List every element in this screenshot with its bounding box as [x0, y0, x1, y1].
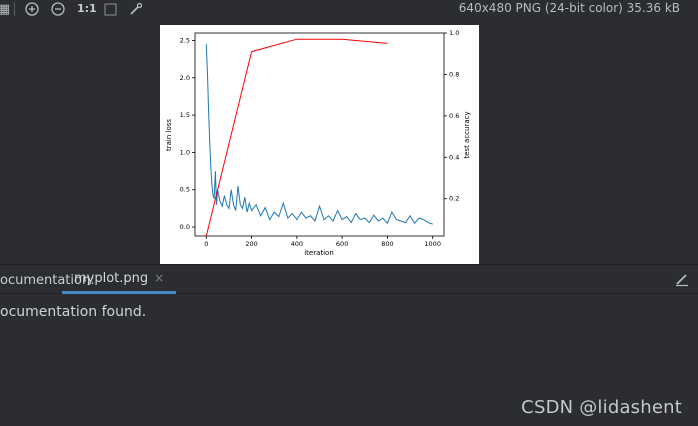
- y-left-axis-label: train loss: [165, 119, 173, 151]
- close-icon[interactable]: ×: [154, 271, 165, 285]
- y-right-axis-label: test accuracy: [463, 111, 471, 158]
- documentation-panel: ocumentation found. CSDN @lidashent: [0, 294, 698, 426]
- image-info: 640x480 PNG (24-bit color) 35.36 kB: [458, 1, 680, 15]
- color-picker-icon[interactable]: [128, 1, 144, 17]
- y-left-tick-label: 1.5: [180, 111, 190, 119]
- y-right-tick-label: 0.2: [449, 195, 459, 203]
- y-left-tick-label: 0.5: [180, 186, 190, 194]
- test-accuracy-line: [205, 38, 388, 237]
- grid-icon[interactable]: ▦: [0, 1, 11, 17]
- documentation-tabbar: ocumentation: myplot.png ×: [0, 265, 698, 294]
- x-tick-label: 1000: [424, 240, 441, 248]
- image-viewer: 0 200 400 600 800 1000 0.0 0.5 1.0 1.5 2.0 2.5 0.2 0.…: [0, 18, 698, 264]
- documentation-message: ocumentation found.: [0, 304, 147, 320]
- x-tick-label: 600: [336, 240, 348, 248]
- y-left-tick-label: 2.0: [180, 74, 190, 82]
- chart-svg: 0 200 400 600 800 1000 0.0 0.5 1.0 1.5 2.0 2.5 0.2 0.…: [165, 29, 471, 257]
- watermark: CSDN @lidashent: [521, 397, 682, 418]
- tab-myplot[interactable]: myplot.png ×: [62, 265, 177, 294]
- panel-divider: [0, 264, 698, 265]
- x-tick-label: 400: [291, 240, 303, 248]
- y-right-tick-label: 0.4: [449, 153, 459, 161]
- x-tick-label: 200: [245, 240, 257, 248]
- fit-icon[interactable]: [102, 1, 118, 17]
- zoom-out-icon[interactable]: [50, 1, 66, 17]
- edit-icon[interactable]: [674, 271, 690, 287]
- zoom-in-icon[interactable]: [24, 1, 40, 17]
- plot-frame: [194, 32, 445, 237]
- y-left-tick-label: 2.5: [180, 36, 190, 44]
- plot-image: 0 200 400 600 800 1000 0.0 0.5 1.0 1.5 2.0 2.5 0.2 0.…: [160, 25, 479, 264]
- train-loss-line: [205, 44, 433, 225]
- panel-title: ocumentation:: [0, 273, 95, 288]
- tab-label: myplot.png: [74, 270, 149, 286]
- y-left-tick-label: 1.0: [180, 148, 190, 156]
- y-right-tick-label: 0.6: [449, 112, 459, 120]
- x-tick-label: 0: [204, 240, 208, 248]
- x-axis-label: iteration: [304, 249, 334, 257]
- actual-size-icon[interactable]: 1:1: [77, 2, 97, 15]
- image-toolbar: ▦ 1:1 640x480 PNG (24-bit color) 35.36 k…: [0, 0, 698, 18]
- y-right-tick-label: 1.0: [449, 29, 459, 37]
- toolbar-divider: [14, 2, 15, 16]
- y-right-tick-label: 0.8: [449, 70, 459, 78]
- y-left-tick-label: 0.0: [180, 223, 190, 231]
- x-tick-label: 800: [381, 240, 393, 248]
